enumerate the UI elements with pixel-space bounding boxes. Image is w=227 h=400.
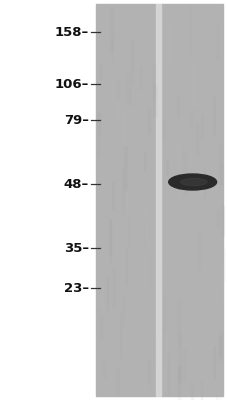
- Text: 48–: 48–: [63, 178, 89, 190]
- Bar: [189, 112, 191, 128]
- Bar: [215, 395, 216, 400]
- Bar: [198, 177, 201, 195]
- Bar: [222, 249, 224, 281]
- Bar: [163, 296, 164, 333]
- Bar: [116, 78, 119, 123]
- Text: 35–: 35–: [64, 242, 89, 254]
- Bar: [215, 285, 216, 304]
- Bar: [178, 334, 180, 382]
- Bar: [191, 67, 194, 106]
- Bar: [152, 64, 154, 101]
- Bar: [121, 168, 123, 216]
- Bar: [117, 80, 118, 99]
- Bar: [122, 112, 125, 144]
- Bar: [130, 69, 133, 97]
- Bar: [129, 88, 130, 105]
- Bar: [148, 109, 149, 133]
- Bar: [221, 206, 223, 236]
- Bar: [124, 148, 126, 190]
- Bar: [100, 310, 102, 340]
- Bar: [218, 144, 220, 184]
- Bar: [145, 373, 146, 393]
- Bar: [177, 299, 179, 345]
- Bar: [212, 97, 214, 134]
- Bar: [110, 8, 112, 51]
- Bar: [220, 263, 222, 307]
- Bar: [200, 381, 202, 400]
- Bar: [112, 268, 114, 306]
- Bar: [124, 316, 125, 355]
- Bar: [109, 220, 110, 252]
- Bar: [131, 40, 133, 85]
- Text: 79–: 79–: [64, 114, 89, 126]
- Bar: [177, 336, 179, 366]
- Bar: [203, 170, 205, 197]
- Bar: [216, 210, 218, 227]
- Bar: [144, 254, 145, 294]
- Bar: [119, 312, 120, 358]
- Bar: [125, 248, 127, 285]
- Bar: [103, 361, 105, 378]
- Bar: [165, 328, 167, 360]
- Bar: [116, 368, 118, 393]
- Bar: [99, 62, 101, 79]
- Bar: [200, 114, 202, 139]
- Bar: [176, 139, 179, 162]
- Bar: [143, 209, 145, 240]
- Bar: [190, 384, 192, 400]
- Bar: [95, 4, 155, 396]
- Bar: [97, 114, 98, 156]
- Ellipse shape: [168, 174, 216, 190]
- Text: 23–: 23–: [64, 282, 89, 294]
- Bar: [162, 120, 165, 137]
- Bar: [183, 151, 185, 196]
- Bar: [143, 217, 144, 247]
- Bar: [127, 215, 129, 247]
- Bar: [178, 368, 179, 400]
- Bar: [109, 219, 110, 264]
- Text: 106–: 106–: [54, 78, 89, 90]
- Bar: [154, 85, 156, 116]
- Bar: [166, 160, 167, 176]
- Bar: [176, 96, 178, 117]
- Bar: [219, 337, 220, 356]
- Bar: [112, 182, 114, 209]
- Bar: [155, 4, 161, 396]
- Bar: [106, 277, 107, 310]
- Bar: [220, 163, 222, 184]
- Bar: [139, 67, 141, 89]
- Bar: [126, 74, 128, 102]
- Bar: [213, 346, 214, 378]
- Bar: [152, 336, 154, 368]
- Bar: [195, 249, 197, 287]
- Bar: [101, 282, 103, 315]
- Bar: [218, 332, 221, 361]
- Bar: [161, 268, 163, 290]
- Bar: [148, 360, 149, 383]
- Bar: [143, 153, 145, 172]
- Bar: [111, 38, 112, 68]
- Bar: [183, 349, 185, 380]
- Bar: [123, 295, 124, 326]
- Bar: [98, 111, 99, 135]
- Ellipse shape: [180, 178, 206, 186]
- Text: 158–: 158–: [54, 26, 89, 38]
- Bar: [160, 4, 222, 396]
- Bar: [168, 352, 169, 396]
- Bar: [197, 232, 199, 268]
- Bar: [216, 26, 217, 60]
- Bar: [195, 123, 197, 154]
- Bar: [217, 374, 220, 400]
- Bar: [168, 25, 169, 64]
- Bar: [125, 190, 128, 221]
